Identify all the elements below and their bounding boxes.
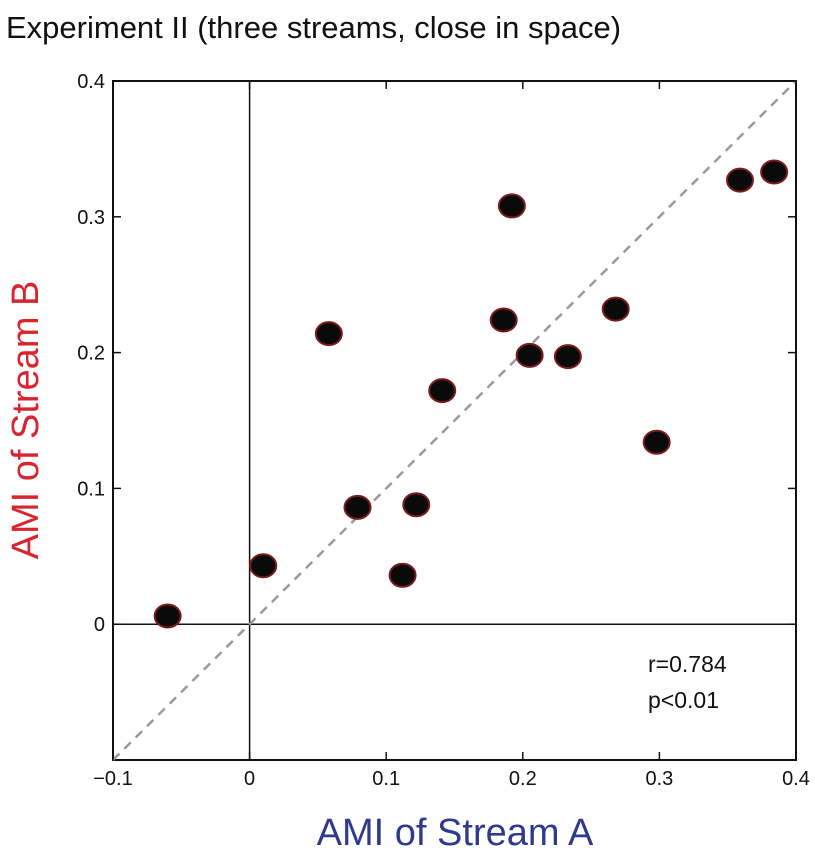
y-tick-label: 0.3 <box>77 207 105 229</box>
data-points <box>153 159 789 629</box>
data-point <box>553 344 582 370</box>
y-tick-label: 0 <box>94 614 105 636</box>
correlation-annotation: r=0.784 <box>648 651 727 677</box>
data-point <box>760 159 789 185</box>
data-point <box>428 378 457 404</box>
data-point <box>489 307 518 333</box>
x-tick-label: 0 <box>244 768 255 790</box>
plot-frame <box>112 80 797 761</box>
data-point <box>497 193 526 219</box>
y-axis-label: AMI of Stream B <box>5 281 47 560</box>
zero-lines <box>113 81 796 760</box>
x-tick-label: −0.1 <box>93 768 132 790</box>
x-tick-label: 0.3 <box>645 768 673 790</box>
data-point <box>388 562 417 588</box>
data-point <box>153 603 182 629</box>
data-point <box>343 494 372 520</box>
data-point <box>314 321 343 347</box>
chart-title: Experiment II (three streams, close in s… <box>6 10 621 45</box>
data-point <box>725 167 754 193</box>
p-value-annotation: p<0.01 <box>648 687 719 713</box>
x-axis-label: AMI of Stream A <box>317 812 594 850</box>
data-point <box>515 342 544 368</box>
identity-reference-line <box>112 80 797 761</box>
axis-ticks: −0.1 0 0.1 0.2 0.3 0.4 0 0.1 0.2 0.3 0.4 <box>77 71 810 790</box>
data-point <box>402 492 431 518</box>
y-tick-label: 0.1 <box>77 478 105 500</box>
x-tick-label: 0.1 <box>372 768 400 790</box>
y-tick-label: 0.4 <box>77 71 105 93</box>
y-tick-label: 0.2 <box>77 343 105 365</box>
x-tick-label: 0.4 <box>782 768 810 790</box>
x-tick-label: 0.2 <box>509 768 537 790</box>
data-point <box>601 296 630 322</box>
data-point <box>249 553 278 579</box>
data-point <box>642 429 671 455</box>
